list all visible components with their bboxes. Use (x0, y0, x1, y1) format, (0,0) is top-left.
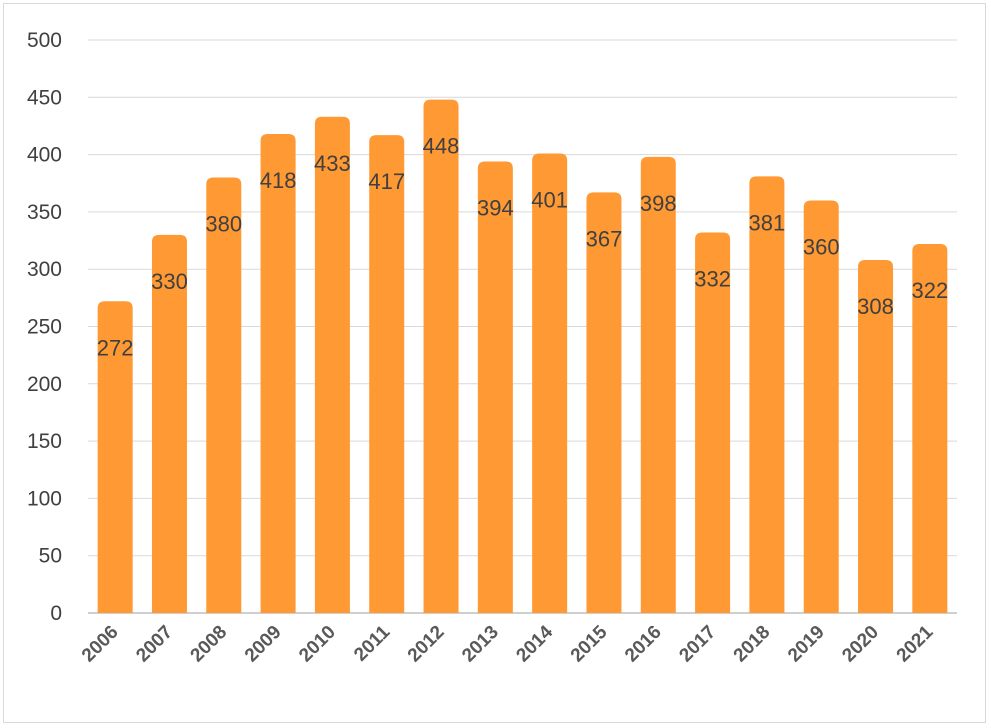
y-tick-label: 300 (27, 258, 62, 281)
y-tick-label: 450 (27, 86, 62, 109)
bar (912, 243, 948, 613)
x-tick-label: 2018 (730, 622, 775, 667)
bar (314, 116, 350, 614)
y-tick-label: 500 (27, 29, 62, 52)
x-tick-label: 2014 (512, 621, 557, 666)
data-label: 308 (857, 294, 894, 319)
data-label: 330 (151, 269, 188, 294)
bar (858, 260, 894, 613)
bar (423, 99, 459, 614)
x-tick-label: 2017 (675, 622, 720, 667)
bar (749, 176, 785, 613)
x-tick-label: 2006 (78, 622, 123, 667)
bar (586, 192, 622, 613)
bar (369, 135, 405, 614)
y-tick-label: 100 (27, 487, 62, 510)
bar (151, 234, 187, 613)
bar (477, 161, 513, 613)
bars (97, 99, 948, 614)
y-tick-label: 50 (39, 545, 62, 568)
data-label: 448 (423, 134, 460, 159)
y-tick-label: 400 (27, 144, 62, 167)
data-label: 380 (205, 212, 242, 237)
bar (803, 200, 839, 613)
data-label: 417 (368, 169, 405, 194)
x-tick-label: 2016 (621, 622, 666, 667)
data-label: 398 (640, 191, 677, 216)
x-axis-ticks: 2006 2007 2008 2009 2010 2011 2012 2013 2014 2015… (78, 621, 938, 666)
data-label: 322 (911, 278, 948, 303)
data-labels: 272 330 380 418 433 417 448 394 401 367 398 332 381 3… (97, 134, 948, 361)
x-tick-label: 2015 (567, 621, 612, 666)
y-tick-label: 200 (27, 373, 62, 396)
bar (640, 156, 676, 613)
data-label: 381 (749, 210, 786, 235)
bar (260, 133, 296, 614)
y-axis-ticks: 0 50 100 150 200 250 300 350 400 450 500 (27, 29, 62, 625)
bar (97, 301, 133, 613)
bar (695, 232, 731, 613)
x-tick-label: 2011 (350, 621, 394, 665)
data-label: 367 (586, 226, 623, 251)
data-label: 418 (260, 168, 297, 193)
x-tick-label: 2020 (838, 622, 883, 667)
x-tick-label: 2013 (458, 622, 503, 667)
y-tick-label: 150 (27, 430, 62, 453)
data-label: 360 (803, 234, 840, 259)
y-tick-label: 350 (27, 201, 62, 224)
data-label: 401 (531, 187, 568, 212)
x-tick-label: 2010 (295, 622, 340, 667)
x-tick-label: 2012 (404, 622, 449, 667)
x-tick-label: 2008 (187, 622, 232, 667)
x-tick-label: 2021 (893, 621, 938, 666)
data-label: 394 (477, 195, 514, 220)
data-label: 272 (97, 335, 134, 360)
y-tick-label: 250 (27, 316, 62, 339)
x-tick-label: 2007 (132, 622, 177, 667)
data-label: 332 (694, 267, 731, 292)
x-tick-label: 2019 (784, 622, 829, 667)
bar (532, 153, 568, 614)
x-tick-label: 2009 (241, 622, 286, 667)
data-label: 433 (314, 151, 351, 176)
bar (206, 177, 242, 613)
y-tick-label: 0 (50, 602, 62, 625)
